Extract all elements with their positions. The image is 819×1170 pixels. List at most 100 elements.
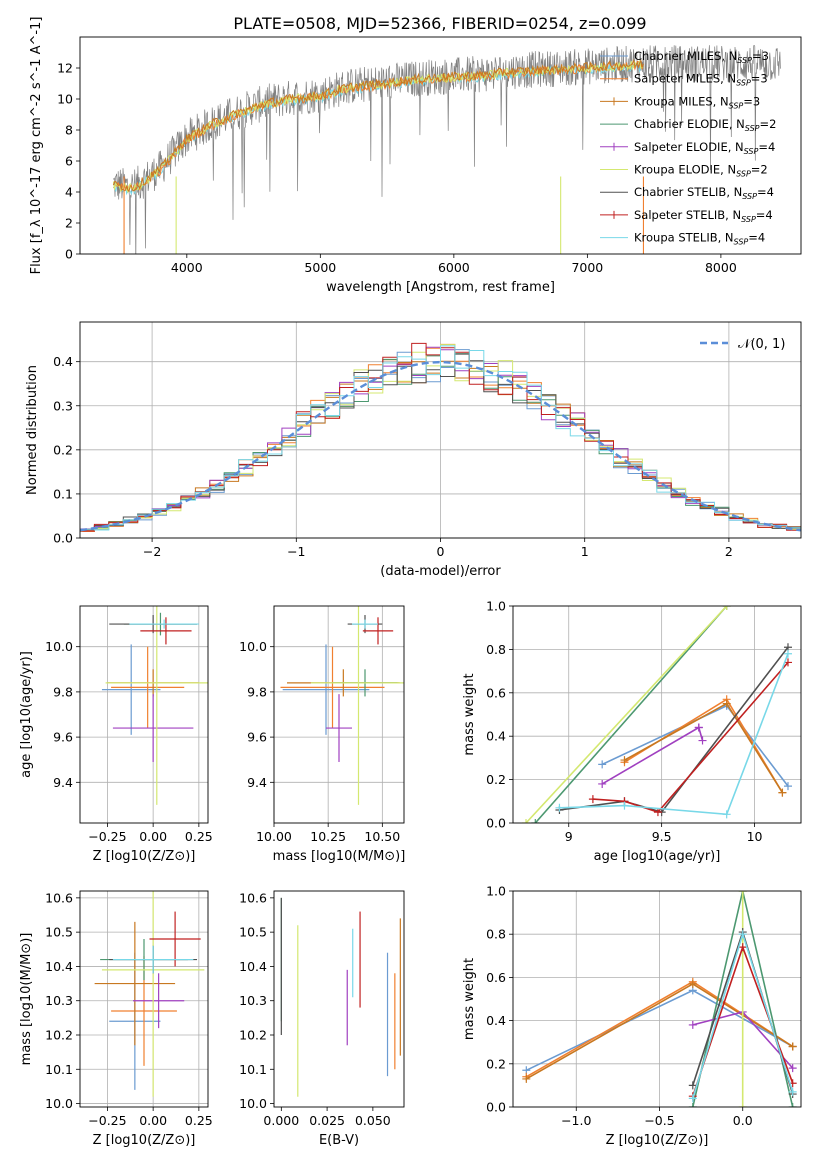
age-weight-point-marker bbox=[620, 801, 629, 810]
residuals-ytick-label: 0.0 bbox=[53, 531, 73, 546]
z-weight-xlabel: Z [log10(Z/Z⊙)] bbox=[606, 1133, 709, 1148]
residuals-xtick-label: 2 bbox=[725, 544, 733, 559]
spectrum-chart: 4000 5000 6000 7000 8000 0 2 4 6 8 10 12 wavelength … bbox=[29, 17, 802, 295]
legend-label: Chabrier STELIB, NSSP=4 bbox=[634, 185, 774, 201]
residuals-xtick-label: −2 bbox=[143, 544, 161, 559]
ebv-mass-ytick-label: 10.1 bbox=[239, 1062, 267, 1077]
spectrum-ytick-label: 10 bbox=[57, 92, 73, 107]
age-weight-point-marker bbox=[598, 779, 607, 788]
z-age-frame bbox=[79, 605, 209, 824]
age-weight-xlabel: age [log10(age/yr)] bbox=[594, 849, 721, 864]
z-age-ytick-label: 10.0 bbox=[45, 639, 73, 654]
legend-label: 𝒩(0, 1) bbox=[738, 337, 785, 352]
age-weight-point-marker bbox=[783, 649, 792, 658]
age-weight-ytick-label: 0.4 bbox=[486, 729, 506, 744]
ebv-mass-ytick-label: 10.5 bbox=[239, 925, 267, 940]
ebv-mass-chart: 0.000 0.025 0.050 10.0 10.1 10.2 10.3 10.4 10.5 1… bbox=[239, 890, 405, 1148]
ebv-mass-ytick-label: 10.2 bbox=[239, 1028, 267, 1043]
ebv-mass-ytick-label: 10.6 bbox=[239, 890, 267, 905]
z-age-xlabel: Z [log10(Z/Z⊙)] bbox=[93, 849, 196, 864]
age-weight-point-marker bbox=[620, 756, 629, 765]
residuals-xtick-label: −1 bbox=[287, 544, 305, 559]
z-mass-ytick-label: 10.4 bbox=[45, 959, 73, 974]
z-mass-xlabel: Z [log10(Z/Z⊙)] bbox=[93, 1133, 196, 1148]
z-age-ytick-label: 9.6 bbox=[53, 730, 73, 745]
age-weight-point-marker bbox=[722, 699, 731, 708]
z-age-ytick-label: 9.8 bbox=[53, 684, 73, 699]
z-weight-point-marker bbox=[738, 891, 747, 895]
z-weight-point-marker bbox=[738, 930, 747, 939]
residuals-xtick-label: 0 bbox=[437, 544, 445, 559]
z-age-chart: −0.25 0.00 0.25 9.4 9.6 9.8 10.0 Z [log10(Z/Z⊙)… bbox=[19, 605, 213, 864]
residuals-ytick-label: 0.3 bbox=[53, 398, 73, 413]
age-weight-point-marker bbox=[598, 760, 607, 769]
spectrum-plot-area bbox=[112, 44, 781, 254]
mass-age-frame bbox=[273, 605, 405, 824]
z-mass-plot-area bbox=[94, 891, 205, 1097]
figure-title: PLATE=0508, MJD=52366, FIBERID=0254, z=0… bbox=[233, 14, 646, 33]
z-weight-chart: −1.0 −0.5 0.0 0.0 0.2 0.4 0.6 0.8 1.0 Z [log10(Z/… bbox=[462, 884, 802, 1148]
z-weight-point-marker bbox=[788, 1087, 797, 1096]
age-weight-ylabel: mass weight bbox=[462, 673, 477, 755]
z-weight-point-marker bbox=[688, 979, 697, 988]
age-weight-point-marker bbox=[588, 795, 597, 804]
mass-age-plot-area bbox=[280, 606, 404, 805]
ebv-mass-ytick-label: 10.0 bbox=[239, 1096, 267, 1111]
age-weight-point-marker bbox=[783, 782, 792, 791]
spectrum-model-line bbox=[112, 59, 644, 194]
ebv-mass-frame bbox=[273, 890, 405, 1108]
z-weight-point-marker bbox=[688, 1094, 697, 1103]
spectrum-model-line bbox=[112, 58, 644, 193]
residuals-xtick-label: 1 bbox=[581, 544, 589, 559]
age-weight-ytick-label: 0.0 bbox=[486, 816, 506, 831]
z-mass-xtick-label: 0.25 bbox=[185, 1113, 213, 1128]
age-weight-chart: 9 9.5 10 0.0 0.2 0.4 0.6 0.8 1.0 age [log10(age/y… bbox=[462, 599, 802, 864]
mass-age-xlabel: mass [log10(M/M⊙)] bbox=[273, 849, 406, 864]
mass-age-xtick-label: 10.00 bbox=[256, 829, 292, 844]
z-weight-point-marker bbox=[788, 1064, 797, 1073]
z-weight-point-marker bbox=[738, 1103, 747, 1107]
z-mass-ytick-label: 10.2 bbox=[45, 1028, 73, 1043]
mass-age-ytick-label: 10.0 bbox=[239, 639, 267, 654]
ebv-mass-ytick-label: 10.3 bbox=[239, 993, 267, 1008]
mass-age-xtick-label: 10.50 bbox=[364, 829, 400, 844]
spectrum-xtick-label: 5000 bbox=[304, 260, 336, 275]
legend-label: Salpeter ELODIE, NSSP=4 bbox=[634, 140, 775, 156]
residuals-ytick-label: 0.1 bbox=[53, 486, 73, 501]
age-weight-ytick-label: 0.6 bbox=[486, 685, 506, 700]
ebv-mass-plot-area bbox=[280, 897, 401, 1097]
spectrum-ytick-label: 2 bbox=[65, 216, 73, 231]
z-weight-ytick-label: 0.2 bbox=[486, 1056, 506, 1071]
z-age-plot-area bbox=[101, 606, 208, 805]
spectrum-ytick-label: 0 bbox=[65, 247, 73, 262]
legend-label: Salpeter MILES, NSSP=3 bbox=[634, 72, 768, 88]
mass-age-xtick-label: 10.25 bbox=[310, 829, 346, 844]
age-weight-series-line bbox=[624, 698, 784, 794]
age-weight-ytick-label: 0.8 bbox=[486, 642, 506, 657]
z-mass-frame bbox=[79, 890, 209, 1108]
z-weight-xtick-label: −0.5 bbox=[644, 1113, 674, 1128]
age-weight-point-marker bbox=[694, 723, 703, 732]
z-weight-ytick-label: 0.0 bbox=[486, 1100, 506, 1115]
age-weight-point-marker bbox=[722, 606, 731, 610]
z-mass-ytick-label: 10.5 bbox=[45, 925, 73, 940]
z-mass-ytick-label: 10.3 bbox=[45, 993, 73, 1008]
z-weight-ytick-label: 0.4 bbox=[486, 1013, 506, 1028]
spectrum-ytick-label: 4 bbox=[65, 185, 73, 200]
age-weight-series-line bbox=[559, 653, 789, 816]
z-weight-ytick-label: 1.0 bbox=[486, 884, 506, 899]
age-weight-point-marker bbox=[722, 810, 731, 819]
legend-label: Kroupa ELODIE, NSSP=2 bbox=[634, 163, 768, 179]
residuals-frame bbox=[79, 321, 802, 539]
residuals-ylabel: Normed distribution bbox=[25, 365, 40, 495]
spectrum-xtick-label: 4000 bbox=[171, 260, 203, 275]
z-mass-xtick-label: −0.25 bbox=[88, 1113, 126, 1128]
age-weight-series-line bbox=[525, 606, 728, 823]
z-weight-ytick-label: 0.6 bbox=[486, 970, 506, 985]
spectrum-xtick-label: 8000 bbox=[705, 260, 737, 275]
legend-label: Kroupa STELIB, NSSP=4 bbox=[634, 231, 765, 247]
residual-histogram bbox=[80, 345, 801, 531]
age-weight-frame bbox=[512, 605, 802, 824]
age-weight-point-marker bbox=[778, 788, 787, 797]
z-weight-xtick-label: 0.0 bbox=[733, 1113, 753, 1128]
